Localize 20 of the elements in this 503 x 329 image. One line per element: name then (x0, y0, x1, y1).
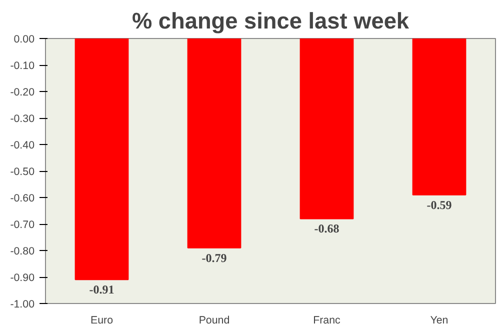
y-tick-label: -0.40 (10, 140, 35, 152)
x-tick-label: Franc (313, 314, 342, 326)
y-tick-label: -0.30 (10, 113, 35, 125)
y-tick-label: -0.70 (10, 219, 35, 231)
data-label: -0.91 (89, 282, 114, 297)
x-tick-label: Yen (430, 314, 448, 326)
y-tick-label: -1.00 (10, 298, 35, 310)
data-label: -0.68 (314, 222, 340, 236)
y-tick-label: -0.50 (10, 166, 35, 178)
data-label: -0.59 (426, 198, 452, 212)
y-tick-label: -0.90 (10, 272, 35, 284)
y-tick-label: -0.60 (10, 192, 35, 204)
x-tick-label: Euro (90, 314, 114, 326)
x-tick-label: Pound (198, 314, 230, 326)
y-tick-label: -0.10 (10, 60, 35, 72)
chart-title: % change since last week (132, 8, 410, 34)
y-tick-label: -0.80 (10, 246, 35, 258)
data-label: -0.79 (202, 250, 227, 265)
y-tick-label: -0.20 (10, 86, 35, 98)
y-tick-label: 0.00 (14, 34, 35, 46)
